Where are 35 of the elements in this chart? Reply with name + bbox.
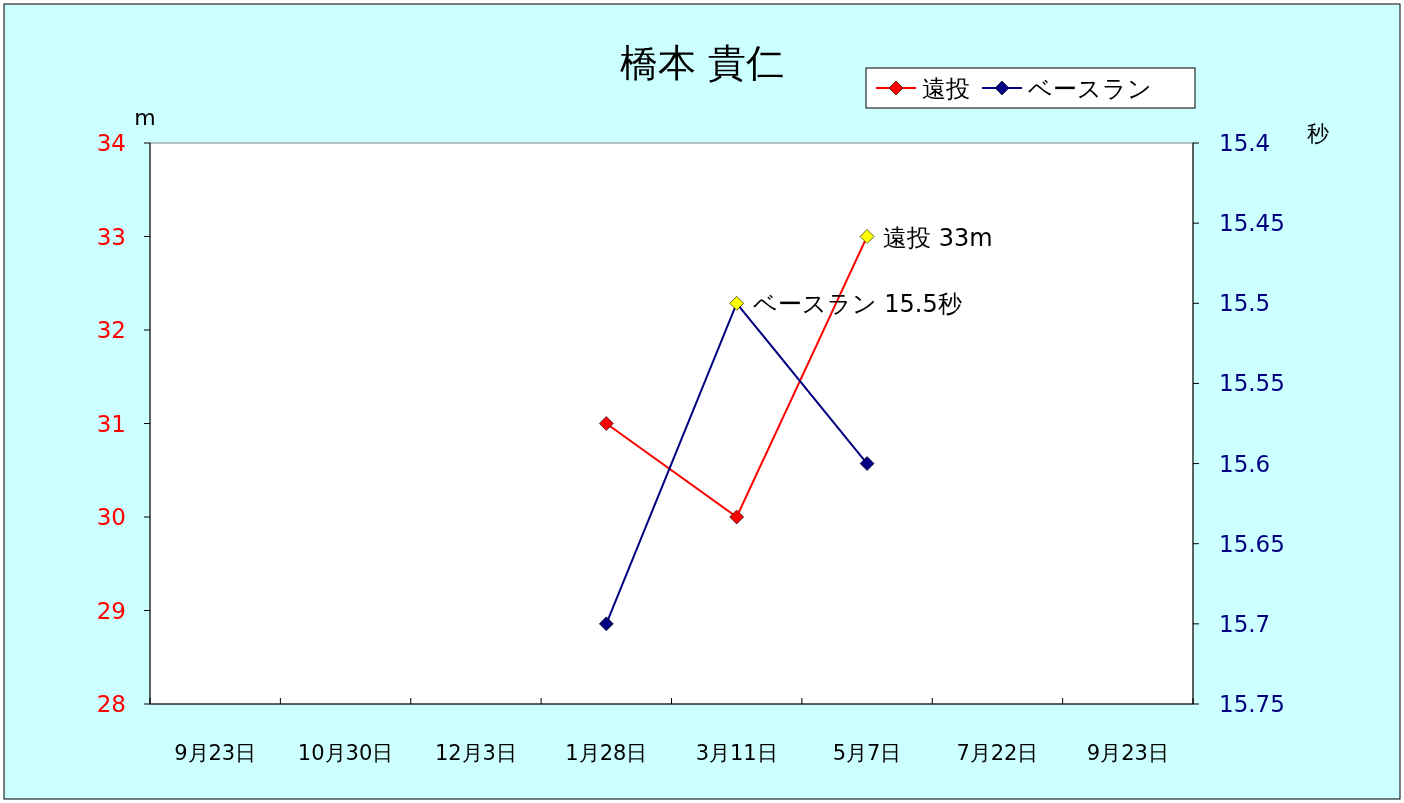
annotation: 遠投 33m xyxy=(883,223,993,252)
y-axis-title: m xyxy=(134,105,156,130)
point xyxy=(859,456,875,471)
x-tick-label: 12月3日 xyxy=(434,741,517,765)
y2-tick-label: 15.75 xyxy=(1219,691,1285,717)
legend-label: ベースラン xyxy=(1028,75,1152,103)
y-tick-label: 33 xyxy=(96,223,126,250)
point xyxy=(599,416,614,431)
y-tick-label: 28 xyxy=(96,691,126,717)
y2-tick-label: 15.4 xyxy=(1219,130,1271,156)
y-tick-label: 30 xyxy=(96,504,126,530)
y2-tick-label: 15.55 xyxy=(1219,370,1285,397)
y2-tick-label: 15.45 xyxy=(1219,210,1285,237)
chart-title: 橋本 貴仁 xyxy=(619,41,785,85)
x-tick-label: 5月7日 xyxy=(832,741,902,765)
point xyxy=(729,295,744,311)
y-tick-label: 32 xyxy=(96,317,126,343)
y2-tick-label: 15.65 xyxy=(1219,530,1285,557)
y2-tick-label: 15.7 xyxy=(1219,610,1271,637)
x-tick-label: 7月22日 xyxy=(956,741,1039,765)
y2-tick-label: 15.6 xyxy=(1219,450,1271,477)
x-tick-label: 3月11日 xyxy=(695,741,778,765)
y-tick-label: 29 xyxy=(96,597,126,624)
x-tick-label: 9月23日 xyxy=(174,741,257,765)
point xyxy=(859,229,875,244)
x-tick-label: 9月23日 xyxy=(1086,741,1169,765)
point xyxy=(729,509,744,525)
y2-axis-title: 秒 xyxy=(1307,121,1329,146)
y-tick-label: 34 xyxy=(96,130,126,156)
y-tick-label: 31 xyxy=(96,410,126,437)
point xyxy=(599,616,614,632)
legend-label: 遠投 xyxy=(922,75,970,103)
x-tick-label: 1月28日 xyxy=(565,741,648,765)
x-tick-label: 10月30日 xyxy=(297,741,394,765)
y2-tick-label: 15.5 xyxy=(1219,290,1271,317)
